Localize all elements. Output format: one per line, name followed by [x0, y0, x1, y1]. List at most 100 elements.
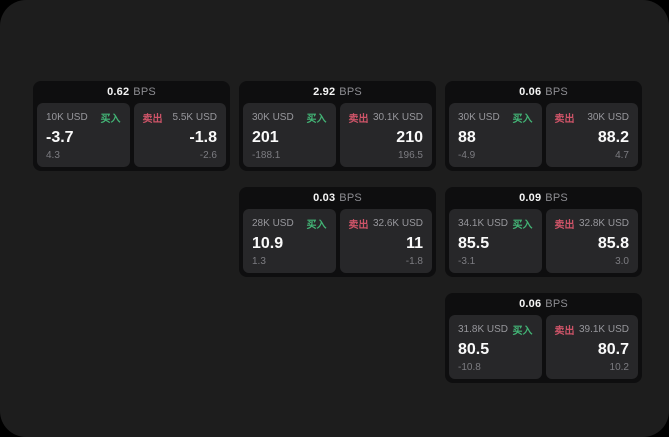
sell-side-label: 卖出 — [348, 220, 369, 231]
bps-unit-label: BPS — [545, 192, 568, 204]
buy-side-label: 买入 — [512, 326, 533, 337]
buy-amount: 10K USD — [46, 112, 88, 123]
buy-tile[interactable]: 34.1K USD 买入 85.5 -3.1 — [449, 209, 542, 273]
sell-tile[interactable]: 卖出 32.8K USD 85.8 3.0 — [545, 209, 638, 273]
bps-header: 2.92 BPS — [239, 81, 436, 103]
buy-amount: 30K USD — [458, 112, 500, 123]
bps-value: 0.09 — [519, 192, 542, 204]
buy-tile[interactable]: 28K USD 买入 10.9 1.3 — [243, 209, 336, 273]
bps-value: 2.92 — [313, 86, 336, 98]
buy-price: 85.5 — [458, 235, 490, 252]
buy-change: -10.8 — [458, 362, 481, 373]
buy-tile[interactable]: 30K USD 买入 201 -188.1 — [243, 103, 336, 167]
buy-amount: 31.8K USD — [458, 324, 509, 335]
bps-value: 0.03 — [313, 192, 336, 204]
quote-card: 0.06 BPS 31.8K USD 买入 80.5 -10.8 卖出 39.1… — [445, 293, 642, 383]
sell-tile[interactable]: 卖出 32.6K USD 11 -1.8 — [339, 209, 432, 273]
buy-price: 201 — [252, 129, 279, 146]
sell-price: 80.7 — [597, 341, 629, 358]
sell-side-label: 卖出 — [142, 114, 163, 125]
sell-side-label: 卖出 — [554, 326, 575, 337]
quote-tiles: 30K USD 买入 88 -4.9 卖出 30K USD 88.2 4.7 — [445, 103, 642, 171]
sell-amount: 32.8K USD — [578, 218, 629, 229]
sell-side-label: 卖出 — [348, 114, 369, 125]
sell-change: -1.8 — [405, 256, 423, 267]
tile-top-row: 卖出 30K USD — [555, 110, 630, 125]
tile-top-row: 卖出 32.8K USD — [555, 216, 630, 231]
buy-side-label: 买入 — [306, 114, 327, 125]
tile-top-row: 卖出 39.1K USD — [555, 322, 630, 337]
buy-side-label: 买入 — [100, 114, 121, 125]
quote-tiles: 28K USD 买入 10.9 1.3 卖出 32.6K USD 11 -1.8 — [239, 209, 436, 277]
sell-price: -1.8 — [189, 129, 217, 146]
quote-card: 2.92 BPS 30K USD 买入 201 -188.1 卖出 30.1K … — [239, 81, 436, 171]
tile-top-row: 卖出 5.5K USD — [143, 110, 218, 125]
buy-side-label: 买入 — [306, 220, 327, 231]
buy-side-label: 买入 — [512, 220, 533, 231]
tile-top-row: 30K USD 买入 — [458, 110, 533, 125]
buy-change: 4.3 — [46, 150, 60, 161]
sell-tile[interactable]: 卖出 30K USD 88.2 4.7 — [545, 103, 638, 167]
quote-tiles: 31.8K USD 买入 80.5 -10.8 卖出 39.1K USD 80.… — [445, 315, 642, 383]
sell-side-label: 卖出 — [554, 220, 575, 231]
quote-tiles: 34.1K USD 买入 85.5 -3.1 卖出 32.8K USD 85.8… — [445, 209, 642, 277]
buy-change: -3.1 — [458, 256, 476, 267]
buy-amount: 34.1K USD — [458, 218, 509, 229]
bps-header: 0.62 BPS — [33, 81, 230, 103]
sell-tile[interactable]: 卖出 39.1K USD 80.7 10.2 — [545, 315, 638, 379]
bps-unit-label: BPS — [545, 298, 568, 310]
buy-price: 10.9 — [252, 235, 284, 252]
quote-grid: 0.62 BPS 10K USD 买入 -3.7 4.3 卖出 5.5K USD — [33, 81, 642, 383]
buy-price: 88 — [458, 129, 476, 146]
tile-top-row: 30K USD 买入 — [252, 110, 327, 125]
buy-amount: 30K USD — [252, 112, 294, 123]
tile-top-row: 10K USD 买入 — [46, 110, 121, 125]
sell-tile[interactable]: 卖出 30.1K USD 210 196.5 — [339, 103, 432, 167]
quote-card: 0.06 BPS 30K USD 买入 88 -4.9 卖出 30K USD — [445, 81, 642, 171]
bps-value: 0.62 — [107, 86, 130, 98]
sell-change: 196.5 — [397, 150, 423, 161]
tile-top-row: 34.1K USD 买入 — [458, 216, 533, 231]
sell-amount: 30K USD — [587, 112, 629, 123]
bps-header: 0.03 BPS — [239, 187, 436, 209]
sell-price: 210 — [396, 129, 423, 146]
sell-tile[interactable]: 卖出 5.5K USD -1.8 -2.6 — [133, 103, 226, 167]
bps-value: 0.06 — [519, 86, 542, 98]
tile-top-row: 28K USD 买入 — [252, 216, 327, 231]
buy-tile[interactable]: 31.8K USD 买入 80.5 -10.8 — [449, 315, 542, 379]
buy-side-label: 买入 — [512, 114, 533, 125]
sell-amount: 39.1K USD — [578, 324, 629, 335]
quote-card: 0.03 BPS 28K USD 买入 10.9 1.3 卖出 32.6K US… — [239, 187, 436, 277]
buy-change: -4.9 — [458, 150, 476, 161]
buy-price: -3.7 — [46, 129, 74, 146]
quote-card: 0.62 BPS 10K USD 买入 -3.7 4.3 卖出 5.5K USD — [33, 81, 230, 171]
quote-tiles: 30K USD 买入 201 -188.1 卖出 30.1K USD 210 1… — [239, 103, 436, 171]
tile-top-row: 卖出 30.1K USD — [349, 110, 424, 125]
quote-tiles: 10K USD 买入 -3.7 4.3 卖出 5.5K USD -1.8 -2.… — [33, 103, 230, 171]
sell-side-label: 卖出 — [554, 114, 575, 125]
sell-change: -2.6 — [199, 150, 217, 161]
bps-unit-label: BPS — [339, 86, 362, 98]
sell-change: 10.2 — [609, 362, 629, 373]
bps-unit-label: BPS — [339, 192, 362, 204]
tile-top-row: 卖出 32.6K USD — [349, 216, 424, 231]
sell-change: 3.0 — [615, 256, 629, 267]
buy-change: 1.3 — [252, 256, 266, 267]
buy-amount: 28K USD — [252, 218, 294, 229]
sell-price: 11 — [406, 235, 423, 252]
sell-price: 85.8 — [597, 235, 629, 252]
sell-amount: 32.6K USD — [372, 218, 423, 229]
buy-tile[interactable]: 10K USD 买入 -3.7 4.3 — [37, 103, 130, 167]
bps-value: 0.06 — [519, 298, 542, 310]
buy-tile[interactable]: 30K USD 买入 88 -4.9 — [449, 103, 542, 167]
sell-amount: 30.1K USD — [372, 112, 423, 123]
bps-header: 0.09 BPS — [445, 187, 642, 209]
bps-unit-label: BPS — [133, 86, 156, 98]
buy-change: -188.1 — [252, 150, 281, 161]
sell-amount: 5.5K USD — [172, 112, 217, 123]
buy-price: 80.5 — [458, 341, 490, 358]
bps-header: 0.06 BPS — [445, 293, 642, 315]
quote-card: 0.09 BPS 34.1K USD 买入 85.5 -3.1 卖出 32.8K… — [445, 187, 642, 277]
bps-unit-label: BPS — [545, 86, 568, 98]
